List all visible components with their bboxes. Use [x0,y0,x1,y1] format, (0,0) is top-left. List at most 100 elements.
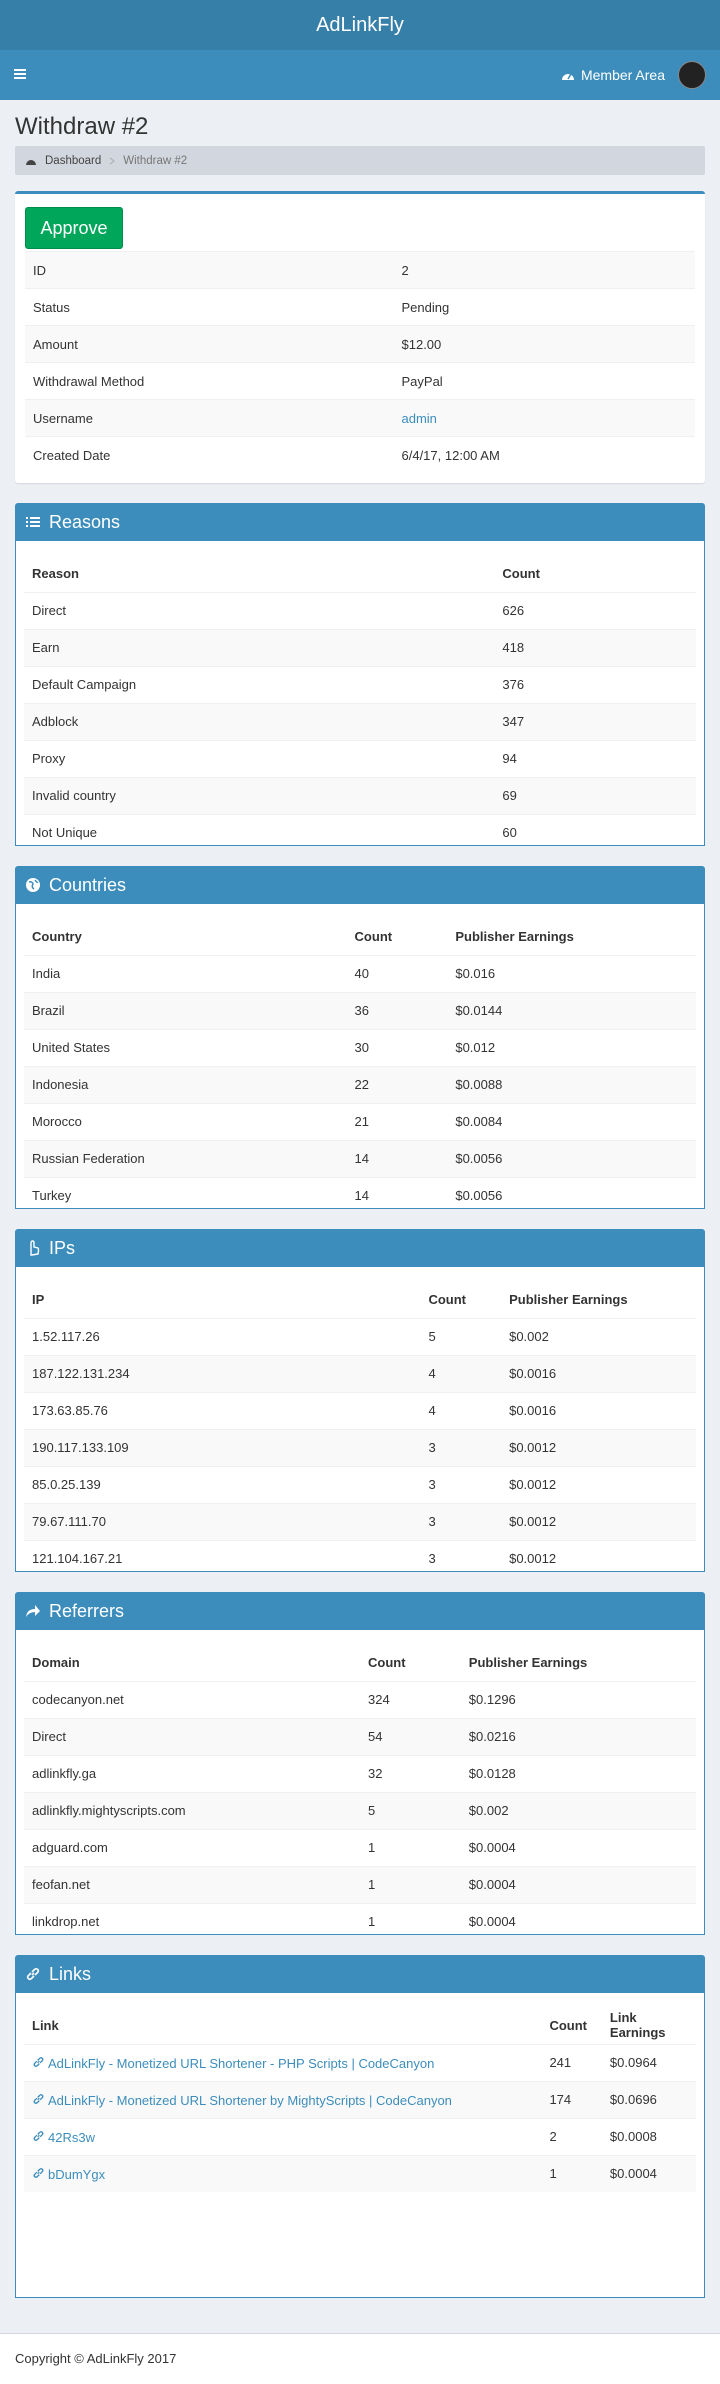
detail-value: PayPal [393,362,695,400]
column-header: IP [32,1291,45,1307]
cell: 190.117.133.109 [24,1428,421,1466]
panel-title: IPs [49,1237,76,1258]
table-body: Reason Count Direct 626 Earn 418 Default Campa… [24,555,696,845]
breadcrumb-link[interactable]: Dashboard [45,154,102,167]
table-body: Link Count Link Earnings AdLinkFly - Moneti… [24,2007,696,2192]
cell: bDumYgx [24,2154,542,2192]
table-body: IP Count Publisher Earnings 1.52.117.26 5 $0.… [24,1281,696,1571]
table-row: adlinkfly.ga 32 $0.0128 [24,1754,696,1792]
cell: $0.0008 [601,2117,696,2155]
copyright: Copyright © AdLinkFly 2017 [15,2351,177,2366]
member-area-label[interactable]: Member Area [580,67,665,83]
cell: AdLinkFly - Monetized URL Shortener - PH… [24,2043,542,2081]
detail-row: Username admin [25,399,695,437]
cell: 42Rs3w [24,2117,542,2155]
detail-label: Withdrawal Method [25,362,394,400]
cell: Turkey [24,1176,347,1208]
cell: 121.104.167.21 [24,1539,421,1571]
icon [30,1240,40,1256]
cell: $0.0696 [601,2080,696,2118]
cell: Indonesia [24,1065,347,1103]
table-row: adguard.com 1 $0.0004 [24,1828,696,1866]
page-title: Withdraw #2 [15,113,149,140]
detail-label: Username [25,399,394,437]
table-row: AdLinkFly - Monetized URL Shortener - PH… [24,2043,696,2081]
column-header: Country [32,928,82,944]
detail-label: ID [25,251,394,289]
username-link[interactable]: admin [401,410,437,426]
column-header: Link Earnings [609,2010,666,2041]
header-row: Reason Count [24,555,696,592]
table-body: Country Count Publisher Earnings India 40 $0.… [24,918,696,1208]
cell: 3 [420,1428,502,1466]
table-row: Indonesia 22 $0.0088 [24,1065,696,1103]
column-header: Count [428,1291,467,1307]
column-header: Count [354,928,393,944]
content: Withdraw #2 Dashboard Withdraw #2 Approv… [0,100,720,2298]
column-header: Publisher Earnings [455,928,574,944]
link-text[interactable]: AdLinkFly - Monetized URL Shortener by M… [48,2093,452,2108]
withdraw-box: Approve ID 2 Status Pending Amount $12.00 With… [15,191,705,483]
detail-value: $12.00 [393,325,695,363]
table-row: Default Campaign 376 [24,665,696,703]
header-row: Country Count Publisher Earnings [24,918,696,955]
cell: 3 [420,1465,502,1503]
column-header: Link [32,2017,59,2033]
avatar[interactable] [678,61,706,89]
link[interactable]: bDumYgx [32,2167,105,2182]
icon [33,2168,44,2179]
cell: 94 [494,739,696,777]
withdraw-table: ID 2 Status Pending Amount $12.00 Withdrawal M… [25,251,695,474]
header-row: Domain Count Publisher Earnings [24,1644,696,1681]
cell: $0.0216 [460,1717,696,1755]
cell: Russian Federation [24,1139,347,1177]
link[interactable]: 42Rs3w [32,2130,95,2145]
cell: $0.012 [447,1028,696,1066]
link-text[interactable]: AdLinkFly - Monetized URL Shortener - PH… [48,2056,435,2071]
panel-body: Country Count Publisher Earnings India 40 $0.… [15,904,705,1209]
cell: $0.0144 [447,991,696,1029]
table-row: Earn 418 [24,628,696,666]
data-table: IP Count Publisher Earnings 1.52.117.26 5 $0.… [24,1281,696,1571]
detail-row: ID 2 [25,251,695,289]
cell: 347 [494,702,696,740]
panel-title: Referrers [49,1600,125,1621]
cell: 30 [346,1028,448,1066]
link[interactable]: AdLinkFly - Monetized URL Shortener - PH… [32,2056,434,2071]
cell: 1 [541,2154,602,2192]
link[interactable]: AdLinkFly - Monetized URL Shortener by M… [32,2093,452,2108]
table-row: Direct 54 $0.0216 [24,1717,696,1755]
link-text[interactable]: 42Rs3w [48,2130,95,2145]
icon [33,2131,44,2141]
detail-label: Status [25,288,394,326]
cell: Brazil [24,991,347,1029]
table-row: adlinkfly.mightyscripts.com 5 $0.002 [24,1791,696,1829]
member-area[interactable]: Member Area [561,50,665,100]
panel-title: Links [49,1963,92,1984]
cell: 32 [360,1754,461,1792]
detail-value: 2 [393,251,695,289]
brand[interactable]: AdLinkFly [316,14,404,36]
table-row: linkdrop.net 1 $0.0004 [24,1902,696,1934]
breadcrumb: Dashboard Withdraw #2 [15,146,705,175]
cell: United States [24,1028,347,1066]
panel-header: Referrers [15,1592,705,1630]
cell: $0.002 [460,1791,696,1829]
table-row: Adblock 347 [24,702,696,740]
icon [33,2057,44,2067]
cell: 1 [360,1902,461,1934]
table-row: Direct 626 [24,591,696,629]
table-row: 121.104.167.21 3 $0.0012 [24,1539,696,1571]
table-row: Russian Federation 14 $0.0056 [24,1139,696,1177]
detail-label: Amount [25,325,394,363]
cell: 187.122.131.234 [24,1354,421,1392]
cell: $0.0016 [501,1354,696,1392]
cell: 21 [346,1102,448,1140]
cell: 376 [494,665,696,703]
approve-button[interactable]: Approve [25,207,123,249]
panel-header: Countries [15,866,705,904]
cell: 69 [494,776,696,814]
menu-toggle[interactable] [14,67,28,81]
link-text[interactable]: bDumYgx [48,2167,106,2183]
